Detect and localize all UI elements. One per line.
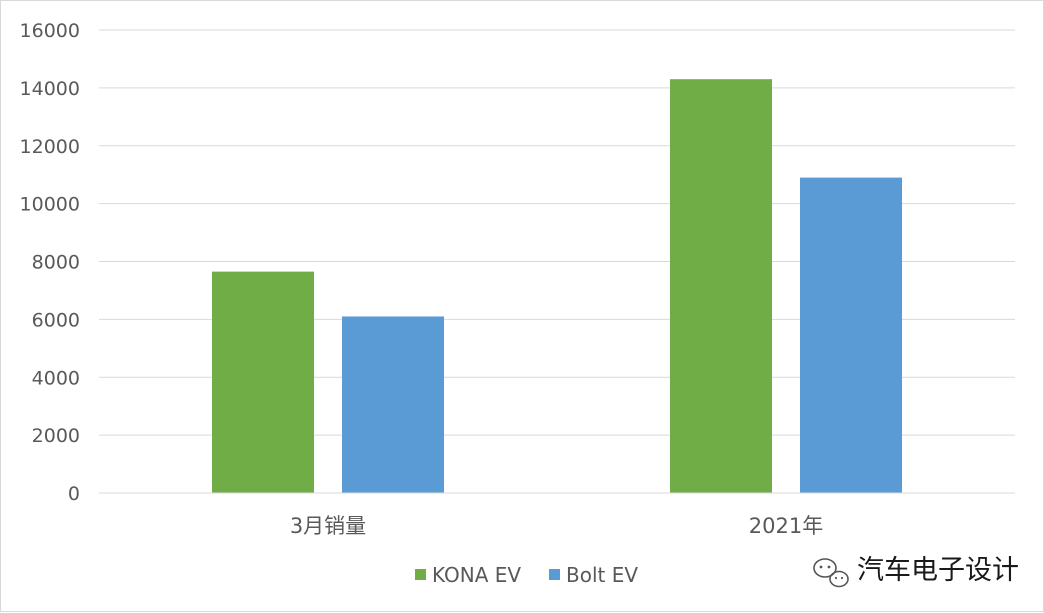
legend-swatch bbox=[549, 569, 560, 580]
watermark-text: 汽车电子设计 bbox=[857, 555, 1019, 586]
y-tick-label: 6000 bbox=[32, 309, 80, 331]
y-tick-label: 4000 bbox=[32, 367, 80, 389]
category-label: 3月销量 bbox=[290, 514, 366, 538]
legend-label: KONA EV bbox=[432, 563, 521, 587]
y-tick-label: 10000 bbox=[20, 194, 80, 216]
legend: KONA EV Bolt EV bbox=[415, 563, 638, 587]
watermark: 汽车电子设计 bbox=[813, 555, 1019, 588]
bars bbox=[212, 79, 902, 494]
bar-kona-ev bbox=[670, 79, 772, 493]
category-labels: 3月销量 2021年 bbox=[290, 514, 823, 538]
bar-kona-ev bbox=[212, 271, 314, 493]
category-label: 2021年 bbox=[749, 514, 823, 538]
legend-swatch bbox=[415, 569, 426, 580]
bar-bolt-ev bbox=[800, 177, 902, 494]
legend-label: Bolt EV bbox=[566, 563, 638, 587]
y-tick-label: 8000 bbox=[32, 252, 80, 274]
y-tick-label: 16000 bbox=[20, 20, 80, 42]
y-tick-label: 2000 bbox=[32, 425, 80, 447]
y-tick-label: 12000 bbox=[20, 136, 80, 158]
wechat-logo-icon bbox=[813, 558, 849, 588]
y-tick-label: 0 bbox=[68, 483, 80, 505]
bar-bolt-ev bbox=[342, 316, 444, 493]
y-tick-label: 14000 bbox=[20, 78, 80, 100]
y-axis-ticks: 0 2000 4000 6000 8000 10000 12000 14000 16000 bbox=[20, 20, 80, 505]
